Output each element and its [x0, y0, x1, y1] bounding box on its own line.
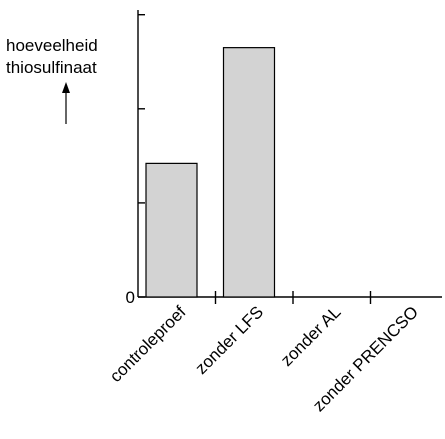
y-tick-label-0: 0	[126, 288, 135, 307]
y-axis-label-line-2: thiosulfinaat	[6, 58, 97, 77]
x-category-label-0: controleproef	[106, 302, 190, 386]
y-axis-arrow-head	[62, 82, 70, 93]
x-category-label-2: zonder AL	[277, 302, 345, 370]
bar-0	[145, 162, 198, 298]
x-category-label-1: zonder LFS	[191, 302, 267, 378]
y-axis-label-line-1: hoeveelheid	[6, 36, 98, 55]
bar-1	[222, 47, 276, 298]
